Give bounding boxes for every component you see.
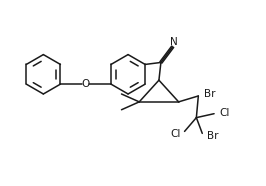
- Text: Br: Br: [204, 89, 216, 99]
- Text: N: N: [170, 37, 178, 47]
- Text: Br: Br: [207, 131, 219, 141]
- Text: Cl: Cl: [219, 108, 229, 118]
- Text: O: O: [82, 79, 90, 89]
- Text: Cl: Cl: [170, 129, 181, 139]
